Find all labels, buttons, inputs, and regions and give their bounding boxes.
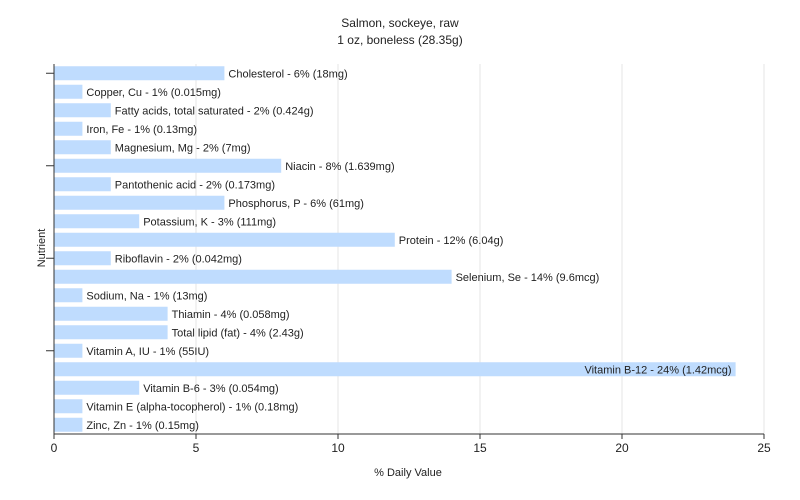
x-tick-label: 25 xyxy=(757,441,771,455)
x-tick-label: 10 xyxy=(331,441,345,455)
bar xyxy=(54,121,83,136)
bar-label: Pantothenic acid - 2% (0.173mg) xyxy=(115,179,275,191)
bar-label: Total lipid (fat) - 4% (2.43g) xyxy=(172,327,304,339)
bar-label: Riboflavin - 2% (0.042mg) xyxy=(115,253,242,265)
x-tick-label: 0 xyxy=(51,441,58,455)
bars-layer: Cholesterol - 6% (18mg) Copper, Cu - 1% (… xyxy=(54,66,736,432)
bar xyxy=(54,232,395,247)
bar-label: Vitamin A, IU - 1% (55IU) xyxy=(86,346,209,358)
bar-label: Selenium, Se - 14% (9.6mcg) xyxy=(456,272,600,284)
bar xyxy=(54,269,452,284)
bar xyxy=(54,66,225,81)
bar xyxy=(54,103,111,118)
bar-label: Copper, Cu - 1% (0.015mg) xyxy=(86,87,221,99)
bar-label: Vitamin B-6 - 3% (0.054mg) xyxy=(143,383,279,395)
bar-label: Thiamin - 4% (0.058mg) xyxy=(172,309,290,321)
bar xyxy=(54,84,83,99)
chart-subtitle: 1 oz, boneless (28.35g) xyxy=(337,33,462,47)
bar-label: Sodium, Na - 1% (13mg) xyxy=(86,290,207,302)
bar-label: Protein - 12% (6.04g) xyxy=(399,235,504,247)
bar-label: Iron, Fe - 1% (0.13mg) xyxy=(86,124,197,136)
x-tick-label: 15 xyxy=(473,441,487,455)
bar xyxy=(54,177,111,192)
bar xyxy=(54,417,83,432)
bar-label: Potassium, K - 3% (111mg) xyxy=(143,216,276,228)
bar xyxy=(54,251,111,266)
bar xyxy=(54,306,168,321)
bar xyxy=(54,214,140,229)
bar-label: Cholesterol - 6% (18mg) xyxy=(228,68,347,80)
bar xyxy=(54,380,140,395)
bar xyxy=(54,195,225,210)
bar xyxy=(54,399,83,414)
bar-label: Fatty acids, total saturated - 2% (0.424… xyxy=(115,105,314,117)
bar-label: Niacin - 8% (1.639mg) xyxy=(285,161,394,173)
bar xyxy=(54,343,83,358)
bar-label: Phosphorus, P - 6% (61mg) xyxy=(228,198,364,210)
bar xyxy=(54,140,111,155)
bar xyxy=(54,362,736,377)
bar-label: Zinc, Zn - 1% (0.15mg) xyxy=(86,420,198,432)
bar xyxy=(54,325,168,340)
bar xyxy=(54,158,282,173)
chart-title: Salmon, sockeye, raw xyxy=(341,16,459,30)
axis-layer: 0 5 10 15 20 25 xyxy=(46,64,771,455)
bar-label: Vitamin B-12 - 24% (1.42mcg) xyxy=(584,364,731,376)
x-axis-label: % Daily Value xyxy=(374,467,442,479)
grid-layer xyxy=(195,64,765,434)
y-axis-label: Nutrient xyxy=(36,229,48,268)
bar-label: Vitamin E (alpha-tocopherol) - 1% (0.18m… xyxy=(86,401,298,413)
bar xyxy=(54,288,83,303)
x-tick-label: 5 xyxy=(193,441,200,455)
bar-label: Magnesium, Mg - 2% (7mg) xyxy=(115,142,251,154)
x-tick-label: 20 xyxy=(615,441,629,455)
